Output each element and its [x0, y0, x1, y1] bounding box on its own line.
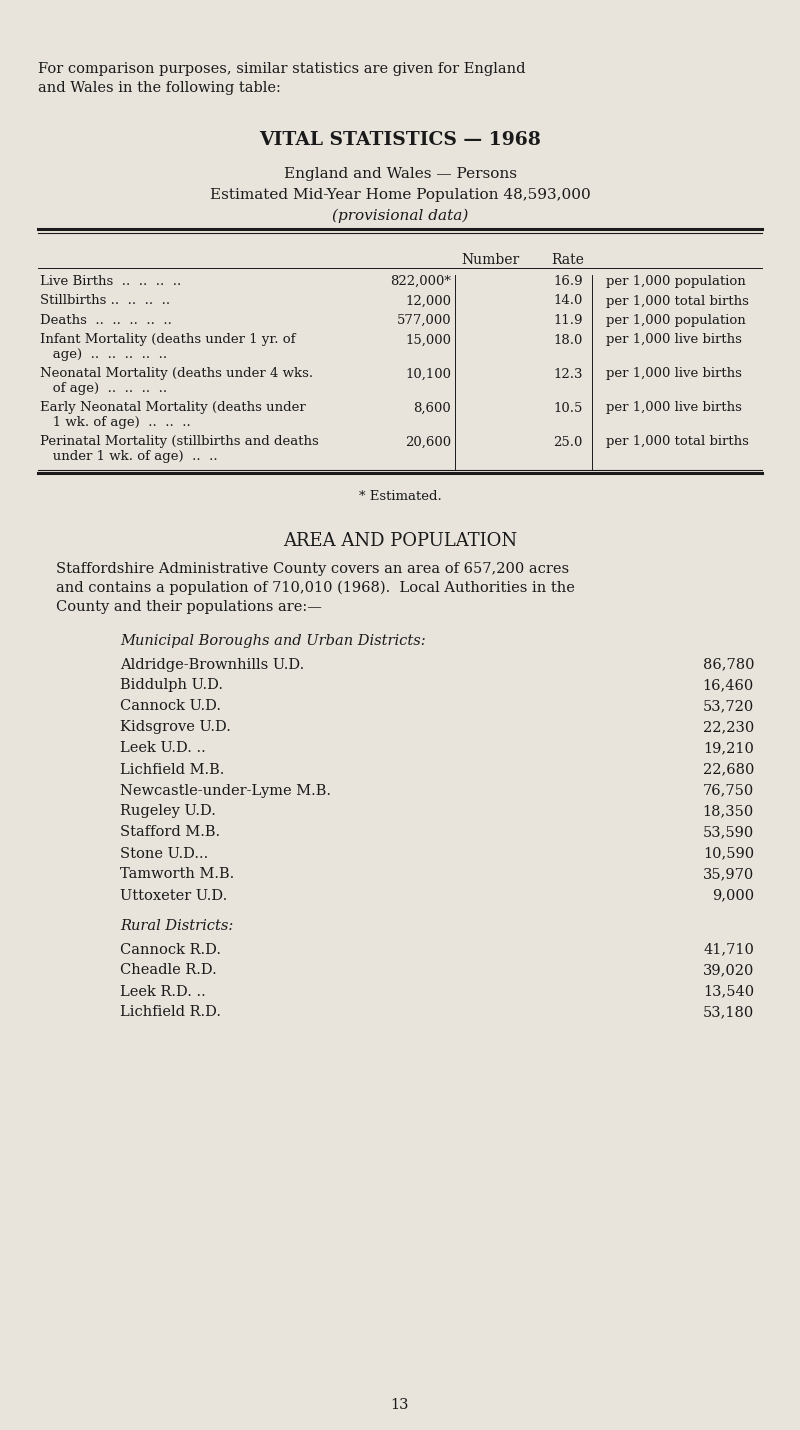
Text: per 1,000 live births: per 1,000 live births [606, 402, 742, 415]
Text: 13: 13 [390, 1399, 410, 1411]
Text: England and Wales — Persons: England and Wales — Persons [283, 167, 517, 182]
Text: per 1,000 population: per 1,000 population [606, 275, 746, 287]
Text: Estimated Mid-Year Home Population 48,593,000: Estimated Mid-Year Home Population 48,59… [210, 187, 590, 202]
Text: 53,180: 53,180 [702, 1005, 754, 1020]
Text: 39,020: 39,020 [702, 964, 754, 978]
Text: 8,600: 8,600 [414, 402, 451, 415]
Text: Cheadle R.D.: Cheadle R.D. [120, 964, 217, 978]
Text: Cannock R.D.: Cannock R.D. [120, 942, 221, 957]
Text: Lichfield R.D.: Lichfield R.D. [120, 1005, 221, 1020]
Text: under 1 wk. of age)  ..  ..: under 1 wk. of age) .. .. [40, 450, 218, 463]
Text: 25.0: 25.0 [554, 436, 582, 449]
Text: per 1,000 total births: per 1,000 total births [606, 295, 749, 307]
Text: 16,460: 16,460 [702, 678, 754, 692]
Text: Stafford M.B.: Stafford M.B. [120, 825, 220, 839]
Text: Infant Mortality (deaths under 1 yr. of: Infant Mortality (deaths under 1 yr. of [40, 333, 295, 346]
Text: Aldridge-Brownhills U.D.: Aldridge-Brownhills U.D. [120, 658, 304, 672]
Text: Deaths  ..  ..  ..  ..  ..: Deaths .. .. .. .. .. [40, 315, 172, 327]
Text: Uttoxeter U.D.: Uttoxeter U.D. [120, 888, 227, 902]
Text: Lichfield M.B.: Lichfield M.B. [120, 762, 224, 776]
Text: 577,000: 577,000 [396, 315, 451, 327]
Text: 10,590: 10,590 [703, 847, 754, 861]
Text: Stone U.D...: Stone U.D... [120, 847, 208, 861]
Text: 12,000: 12,000 [405, 295, 451, 307]
Text: Staffordshire Administrative County covers an area of 657,200 acres: Staffordshire Administrative County cove… [56, 562, 569, 575]
Text: Municipal Boroughs and Urban Districts:: Municipal Boroughs and Urban Districts: [120, 635, 426, 648]
Text: 86,780: 86,780 [702, 658, 754, 672]
Text: Neonatal Mortality (deaths under 4 wks.: Neonatal Mortality (deaths under 4 wks. [40, 368, 313, 380]
Text: County and their populations are:—: County and their populations are:— [56, 599, 322, 613]
Text: 35,970: 35,970 [702, 868, 754, 881]
Text: per 1,000 population: per 1,000 population [606, 315, 746, 327]
Text: Perinatal Mortality (stillbirths and deaths: Perinatal Mortality (stillbirths and dea… [40, 436, 318, 449]
Text: Rugeley U.D.: Rugeley U.D. [120, 805, 216, 818]
Text: Early Neonatal Mortality (deaths under: Early Neonatal Mortality (deaths under [40, 402, 306, 415]
Text: and contains a population of 710,010 (1968).  Local Authorities in the: and contains a population of 710,010 (19… [56, 581, 575, 595]
Text: Stillbirths ..  ..  ..  ..: Stillbirths .. .. .. .. [40, 295, 170, 307]
Text: and Wales in the following table:: and Wales in the following table: [38, 82, 281, 94]
Text: Newcastle-under-Lyme M.B.: Newcastle-under-Lyme M.B. [120, 784, 331, 798]
Text: 53,720: 53,720 [702, 699, 754, 714]
Text: 41,710: 41,710 [703, 942, 754, 957]
Text: 10,100: 10,100 [405, 368, 451, 380]
Text: 14.0: 14.0 [554, 295, 582, 307]
Text: 9,000: 9,000 [712, 888, 754, 902]
Text: 822,000*: 822,000* [390, 275, 451, 287]
Text: Rural Districts:: Rural Districts: [120, 919, 234, 934]
Text: age)  ..  ..  ..  ..  ..: age) .. .. .. .. .. [40, 347, 167, 360]
Text: 18.0: 18.0 [554, 333, 582, 346]
Text: Leek R.D. ..: Leek R.D. .. [120, 984, 206, 998]
Text: (provisional data): (provisional data) [332, 209, 468, 223]
Text: per 1,000 live births: per 1,000 live births [606, 333, 742, 346]
Text: Tamworth M.B.: Tamworth M.B. [120, 868, 234, 881]
Text: Leek U.D. ..: Leek U.D. .. [120, 742, 206, 755]
Text: Cannock U.D.: Cannock U.D. [120, 699, 221, 714]
Text: 53,590: 53,590 [702, 825, 754, 839]
Text: 20,600: 20,600 [405, 436, 451, 449]
Text: Live Births  ..  ..  ..  ..: Live Births .. .. .. .. [40, 275, 182, 287]
Text: per 1,000 live births: per 1,000 live births [606, 368, 742, 380]
Text: Kidsgrove U.D.: Kidsgrove U.D. [120, 721, 231, 735]
Text: 22,230: 22,230 [702, 721, 754, 735]
Text: 19,210: 19,210 [703, 742, 754, 755]
Text: 12.3: 12.3 [554, 368, 582, 380]
Text: per 1,000 total births: per 1,000 total births [606, 436, 749, 449]
Text: 10.5: 10.5 [554, 402, 582, 415]
Text: of age)  ..  ..  ..  ..: of age) .. .. .. .. [40, 382, 167, 395]
Text: Biddulph U.D.: Biddulph U.D. [120, 678, 223, 692]
Text: 15,000: 15,000 [405, 333, 451, 346]
Text: 16.9: 16.9 [553, 275, 583, 287]
Text: * Estimated.: * Estimated. [358, 489, 442, 502]
Text: 1 wk. of age)  ..  ..  ..: 1 wk. of age) .. .. .. [40, 416, 190, 429]
Text: 22,680: 22,680 [702, 762, 754, 776]
Text: 18,350: 18,350 [702, 805, 754, 818]
Text: 76,750: 76,750 [702, 784, 754, 798]
Text: Number: Number [461, 253, 519, 267]
Text: VITAL STATISTICS — 1968: VITAL STATISTICS — 1968 [259, 132, 541, 149]
Text: Rate: Rate [551, 253, 585, 267]
Text: AREA AND POPULATION: AREA AND POPULATION [283, 532, 517, 549]
Text: 11.9: 11.9 [554, 315, 582, 327]
Text: For comparison purposes, similar statistics are given for England: For comparison purposes, similar statist… [38, 61, 526, 76]
Text: 13,540: 13,540 [703, 984, 754, 998]
